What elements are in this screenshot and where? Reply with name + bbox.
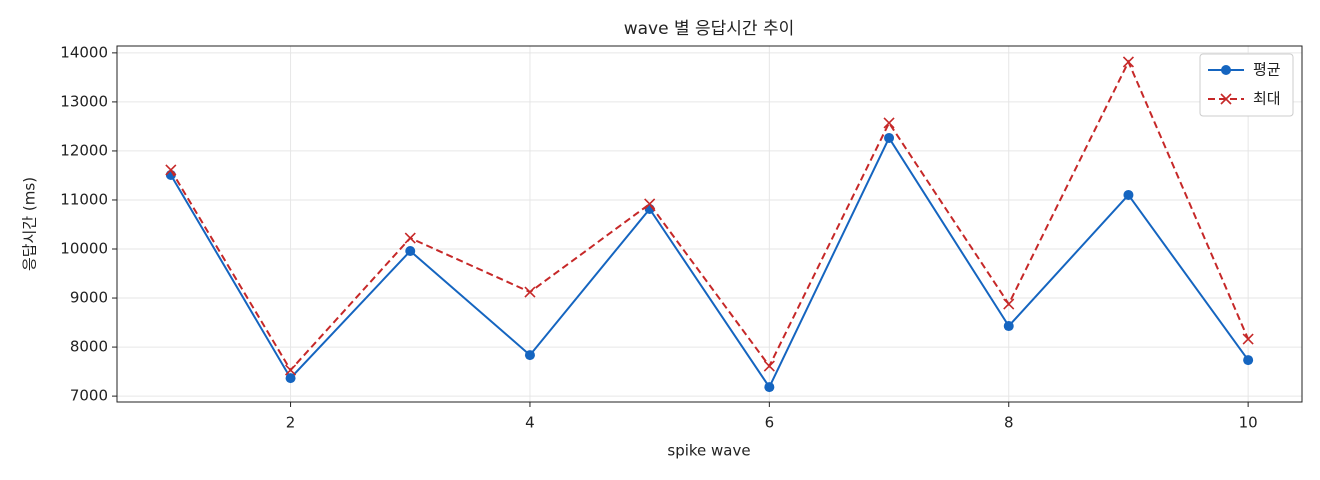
data-point xyxy=(284,364,297,376)
data-point xyxy=(405,246,416,257)
legend-label: 평균 xyxy=(1253,61,1281,79)
data-point xyxy=(763,360,775,372)
x-tick-label: 8 xyxy=(1004,414,1014,432)
data-point xyxy=(404,232,416,244)
data-point xyxy=(764,382,775,393)
y-axis-label: 응답시간 (ms) xyxy=(21,177,39,271)
legend-marker xyxy=(1221,65,1231,75)
data-point xyxy=(1242,333,1254,345)
y-tick-label: 14000 xyxy=(60,43,108,61)
data-point xyxy=(524,286,536,298)
data-point xyxy=(1003,321,1014,332)
x-axis-label: spike wave xyxy=(667,442,750,460)
y-tick-label: 12000 xyxy=(60,141,108,159)
y-tick-label: 8000 xyxy=(70,338,108,356)
x-tick-label: 4 xyxy=(525,414,535,432)
x-tick-label: 2 xyxy=(286,414,296,432)
x-tick-label: 10 xyxy=(1239,414,1258,432)
y-tick-label: 9000 xyxy=(70,289,108,307)
data-point xyxy=(1122,56,1135,68)
data-point xyxy=(883,117,895,129)
data-point xyxy=(1123,189,1134,200)
plot-frame xyxy=(116,45,1303,403)
y-tick-label: 7000 xyxy=(70,387,108,405)
chart-title: wave 별 응답시간 추이 xyxy=(624,19,795,39)
y-tick-label: 13000 xyxy=(60,92,108,110)
legend-marker xyxy=(1220,93,1232,105)
y-tick-label: 10000 xyxy=(60,240,108,258)
data-point xyxy=(644,198,656,210)
series-line xyxy=(170,59,1250,372)
data-point xyxy=(1243,355,1254,366)
data-point xyxy=(884,132,895,143)
data-point xyxy=(165,164,177,176)
data-point xyxy=(1003,298,1015,310)
series-line xyxy=(170,135,1249,390)
y-tick-label: 11000 xyxy=(60,190,108,208)
data-point xyxy=(285,373,296,384)
data-point xyxy=(524,350,535,361)
legend-label: 최대 xyxy=(1253,90,1281,108)
x-tick-label: 6 xyxy=(765,414,775,432)
